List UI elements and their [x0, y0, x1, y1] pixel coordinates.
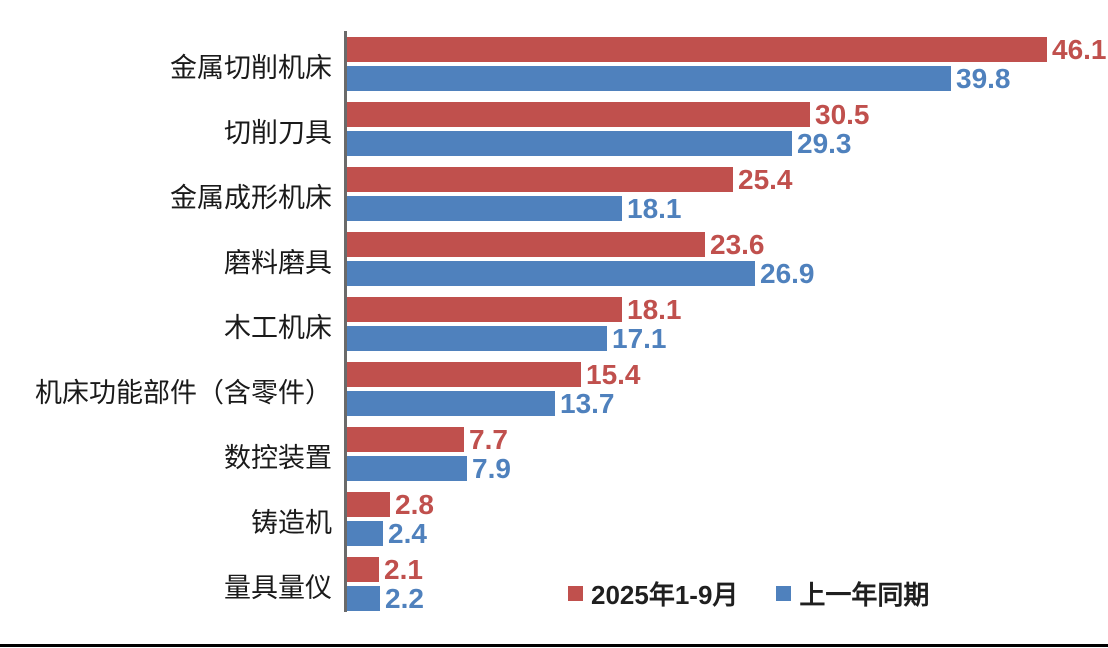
- bar-series-0-8: 2.1: [347, 556, 423, 584]
- bar-series-0-0: 46.1: [347, 36, 1107, 64]
- bar-value-label: 46.1: [1052, 34, 1107, 65]
- bar-value-label: 2.4: [388, 518, 427, 549]
- category-label: 数控装置: [224, 443, 332, 473]
- bar-value-label: 18.1: [627, 193, 682, 224]
- category-label: 机床功能部件（含零件）: [35, 378, 332, 408]
- bar-series-1-3: 26.9: [347, 260, 815, 288]
- bar-series-0-5: 15.4: [347, 361, 641, 389]
- bar-value-label: 39.8: [956, 63, 1011, 94]
- legend-item-prev-year: 上一年同期: [776, 575, 929, 612]
- category-label: 木工机床: [224, 313, 332, 343]
- bar-value-label: 17.1: [612, 323, 667, 354]
- bar-series-0-1: 30.5: [347, 101, 870, 129]
- bottom-border-line: [0, 644, 1108, 647]
- bar-value-label: 2.2: [385, 583, 424, 614]
- bar-series-1-7: 2.4: [347, 520, 427, 548]
- bar-series-1-0: 39.8: [347, 65, 1011, 93]
- bar-value-label: 23.6: [710, 229, 765, 260]
- bar-series-1-4: 17.1: [347, 325, 667, 353]
- category-label: 金属成形机床: [170, 183, 332, 213]
- bar-series-1-6: 7.9: [347, 455, 511, 483]
- bar-series-0-6: 7.7: [347, 426, 508, 454]
- bar-value-label: 13.7: [560, 388, 615, 419]
- bar-series-1-1: 29.3: [347, 130, 852, 158]
- legend-label-2025: 2025年1-9月: [591, 580, 739, 610]
- category-label: 金属切削机床: [170, 53, 332, 83]
- legend: 2025年1-9月 上一年同期: [568, 575, 929, 612]
- legend-item-2025: 2025年1-9月: [568, 575, 738, 612]
- bar-series-0-4: 18.1: [347, 296, 682, 324]
- category-label: 切削刀具: [224, 118, 332, 148]
- legend-swatch-red-icon: [568, 586, 583, 601]
- bar-value-label: 18.1: [627, 294, 682, 325]
- bar-series-0-3: 23.6: [347, 231, 765, 259]
- bar-value-label: 30.5: [815, 99, 870, 130]
- legend-swatch-blue-icon: [776, 586, 792, 601]
- bar-value-label: 7.7: [469, 424, 508, 455]
- bar-value-label: 7.9: [472, 453, 511, 484]
- category-label: 磨料磨具: [224, 248, 332, 278]
- y-axis-line: [344, 31, 347, 612]
- bar-series-0-7: 2.8: [347, 491, 434, 519]
- bar-series-1-8: 2.2: [347, 585, 424, 613]
- bar-series-0-2: 25.4: [347, 166, 793, 194]
- bar-series-1-5: 13.7: [347, 390, 615, 418]
- bar-value-label: 26.9: [760, 258, 815, 289]
- bar-value-label: 25.4: [738, 164, 793, 195]
- legend-label-prev-year: 上一年同期: [799, 580, 930, 610]
- bar-value-label: 15.4: [586, 359, 641, 390]
- bar-value-label: 2.8: [395, 489, 434, 520]
- bar-series-1-2: 18.1: [347, 195, 682, 223]
- category-label: 铸造机: [251, 508, 332, 538]
- category-label: 量具量仪: [224, 573, 332, 603]
- bar-value-label: 29.3: [797, 128, 852, 159]
- bar-value-label: 2.1: [384, 554, 423, 585]
